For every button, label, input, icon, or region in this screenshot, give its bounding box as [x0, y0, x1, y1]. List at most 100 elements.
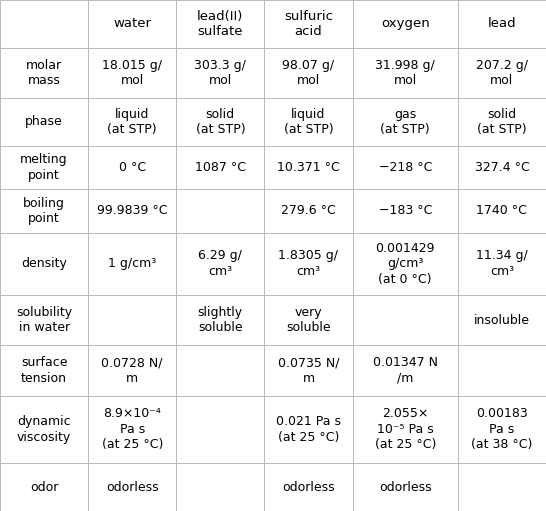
Bar	[0, 295, 88, 345]
Bar	[176, 98, 264, 146]
Text: slightly
soluble: slightly soluble	[198, 306, 243, 334]
Text: boiling
point: boiling point	[23, 197, 65, 225]
Text: lead(II)
sulfate: lead(II) sulfate	[197, 10, 244, 38]
Text: 0.00183
Pa s
(at 38 °C): 0.00183 Pa s (at 38 °C)	[471, 407, 532, 451]
Bar	[458, 189, 546, 233]
Text: oxygen: oxygen	[381, 17, 430, 30]
Text: 8.9×10⁻⁴
Pa s
(at 25 °C): 8.9×10⁻⁴ Pa s (at 25 °C)	[102, 407, 163, 451]
Bar	[458, 233, 546, 295]
Text: water: water	[113, 17, 151, 30]
Bar	[264, 146, 353, 189]
Bar	[0, 48, 88, 98]
Bar	[353, 0, 458, 48]
Bar	[88, 48, 176, 98]
Text: 2.055×
10⁻⁵ Pa s
(at 25 °C): 2.055× 10⁻⁵ Pa s (at 25 °C)	[375, 407, 436, 451]
Bar	[176, 396, 264, 463]
Bar	[0, 189, 88, 233]
Text: 1087 °C: 1087 °C	[195, 161, 246, 174]
Text: 1 g/cm³: 1 g/cm³	[108, 257, 156, 270]
Bar	[88, 463, 176, 511]
Text: 0.01347 N
/m: 0.01347 N /m	[373, 356, 438, 385]
Text: lead: lead	[488, 17, 517, 30]
Bar	[0, 463, 88, 511]
Text: very
soluble: very soluble	[286, 306, 331, 334]
Bar	[264, 463, 353, 511]
Bar	[458, 98, 546, 146]
Bar	[176, 146, 264, 189]
Bar	[176, 0, 264, 48]
Bar	[0, 396, 88, 463]
Bar	[264, 345, 353, 396]
Bar	[353, 189, 458, 233]
Text: 0.0728 N/
m: 0.0728 N/ m	[102, 356, 163, 385]
Bar	[0, 0, 88, 48]
Text: odorless: odorless	[379, 481, 431, 494]
Bar	[353, 233, 458, 295]
Text: 99.9839 °C: 99.9839 °C	[97, 204, 168, 217]
Text: 6.29 g/
cm³: 6.29 g/ cm³	[198, 249, 242, 278]
Bar	[88, 345, 176, 396]
Bar	[176, 295, 264, 345]
Text: dynamic
viscosity: dynamic viscosity	[17, 415, 71, 444]
Text: liquid
(at STP): liquid (at STP)	[283, 108, 333, 136]
Bar	[0, 345, 88, 396]
Bar	[88, 295, 176, 345]
Text: liquid
(at STP): liquid (at STP)	[108, 108, 157, 136]
Bar	[353, 345, 458, 396]
Bar	[353, 98, 458, 146]
Text: 18.015 g/
mol: 18.015 g/ mol	[102, 59, 162, 87]
Bar	[88, 233, 176, 295]
Text: 279.6 °C: 279.6 °C	[281, 204, 336, 217]
Bar	[458, 146, 546, 189]
Text: 0 °C: 0 °C	[118, 161, 146, 174]
Bar	[353, 396, 458, 463]
Text: solid
(at STP): solid (at STP)	[195, 108, 245, 136]
Text: sulfuric
acid: sulfuric acid	[284, 10, 333, 38]
Text: 98.07 g/
mol: 98.07 g/ mol	[282, 59, 335, 87]
Bar	[0, 233, 88, 295]
Bar	[264, 98, 353, 146]
Text: gas
(at STP): gas (at STP)	[381, 108, 430, 136]
Bar	[176, 189, 264, 233]
Bar	[176, 345, 264, 396]
Bar	[264, 396, 353, 463]
Bar	[176, 233, 264, 295]
Bar	[88, 396, 176, 463]
Bar	[88, 0, 176, 48]
Bar	[176, 463, 264, 511]
Bar	[353, 463, 458, 511]
Bar	[353, 146, 458, 189]
Text: surface
tension: surface tension	[21, 356, 67, 385]
Text: odorless: odorless	[282, 481, 335, 494]
Text: 0.021 Pa s
(at 25 °C): 0.021 Pa s (at 25 °C)	[276, 415, 341, 444]
Text: −183 °C: −183 °C	[378, 204, 432, 217]
Text: solubility
in water: solubility in water	[16, 306, 72, 334]
Bar	[458, 295, 546, 345]
Bar	[353, 48, 458, 98]
Text: 1740 °C: 1740 °C	[477, 204, 527, 217]
Bar	[88, 189, 176, 233]
Text: 11.34 g/
cm³: 11.34 g/ cm³	[476, 249, 528, 278]
Bar	[458, 0, 546, 48]
Bar	[88, 98, 176, 146]
Bar	[353, 295, 458, 345]
Text: 31.998 g/
mol: 31.998 g/ mol	[375, 59, 435, 87]
Text: 0.0735 N/
m: 0.0735 N/ m	[278, 356, 339, 385]
Bar	[458, 463, 546, 511]
Text: melting
point: melting point	[20, 153, 68, 182]
Text: phase: phase	[25, 115, 63, 128]
Bar	[264, 48, 353, 98]
Text: density: density	[21, 257, 67, 270]
Bar	[264, 233, 353, 295]
Text: solid
(at STP): solid (at STP)	[477, 108, 527, 136]
Text: insoluble: insoluble	[474, 314, 530, 327]
Bar	[88, 146, 176, 189]
Text: −218 °C: −218 °C	[378, 161, 432, 174]
Text: odor: odor	[30, 481, 58, 494]
Text: odorless: odorless	[106, 481, 158, 494]
Text: 303.3 g/
mol: 303.3 g/ mol	[194, 59, 246, 87]
Bar	[458, 396, 546, 463]
Bar	[264, 189, 353, 233]
Bar	[458, 48, 546, 98]
Text: 10.371 °C: 10.371 °C	[277, 161, 340, 174]
